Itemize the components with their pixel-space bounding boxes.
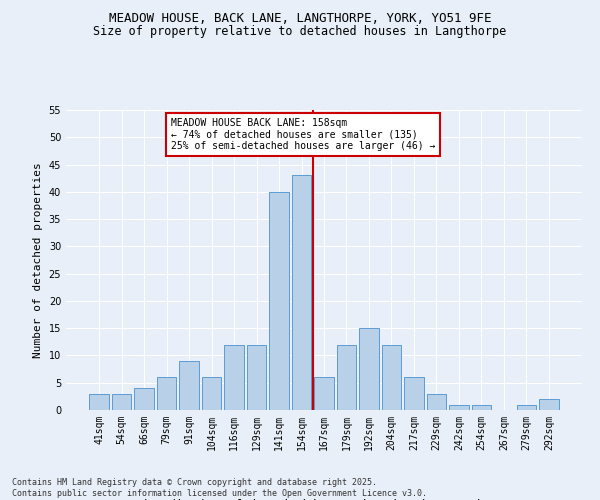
Bar xyxy=(224,344,244,410)
Text: MEADOW HOUSE BACK LANE: 158sqm
← 74% of detached houses are smaller (135)
25% of: MEADOW HOUSE BACK LANE: 158sqm ← 74% of … xyxy=(171,118,436,152)
Bar xyxy=(539,399,559,410)
Bar xyxy=(314,378,334,410)
Bar xyxy=(427,394,446,410)
Text: Contains HM Land Registry data © Crown copyright and database right 2025.
Contai: Contains HM Land Registry data © Crown c… xyxy=(12,478,427,498)
Bar xyxy=(449,404,469,410)
Bar xyxy=(359,328,379,410)
Bar xyxy=(404,378,424,410)
Bar xyxy=(269,192,289,410)
Bar xyxy=(179,361,199,410)
Bar xyxy=(157,378,176,410)
Bar xyxy=(89,394,109,410)
Bar xyxy=(292,176,311,410)
Bar xyxy=(247,344,266,410)
Text: MEADOW HOUSE, BACK LANE, LANGTHORPE, YORK, YO51 9FE: MEADOW HOUSE, BACK LANE, LANGTHORPE, YOR… xyxy=(109,12,491,26)
Bar xyxy=(202,378,221,410)
Bar xyxy=(134,388,154,410)
Bar xyxy=(517,404,536,410)
X-axis label: Distribution of detached houses by size in Langthorpe: Distribution of detached houses by size … xyxy=(135,498,513,500)
Bar xyxy=(337,344,356,410)
Bar xyxy=(112,394,131,410)
Text: Size of property relative to detached houses in Langthorpe: Size of property relative to detached ho… xyxy=(94,25,506,38)
Bar xyxy=(472,404,491,410)
Bar xyxy=(382,344,401,410)
Y-axis label: Number of detached properties: Number of detached properties xyxy=(33,162,43,358)
